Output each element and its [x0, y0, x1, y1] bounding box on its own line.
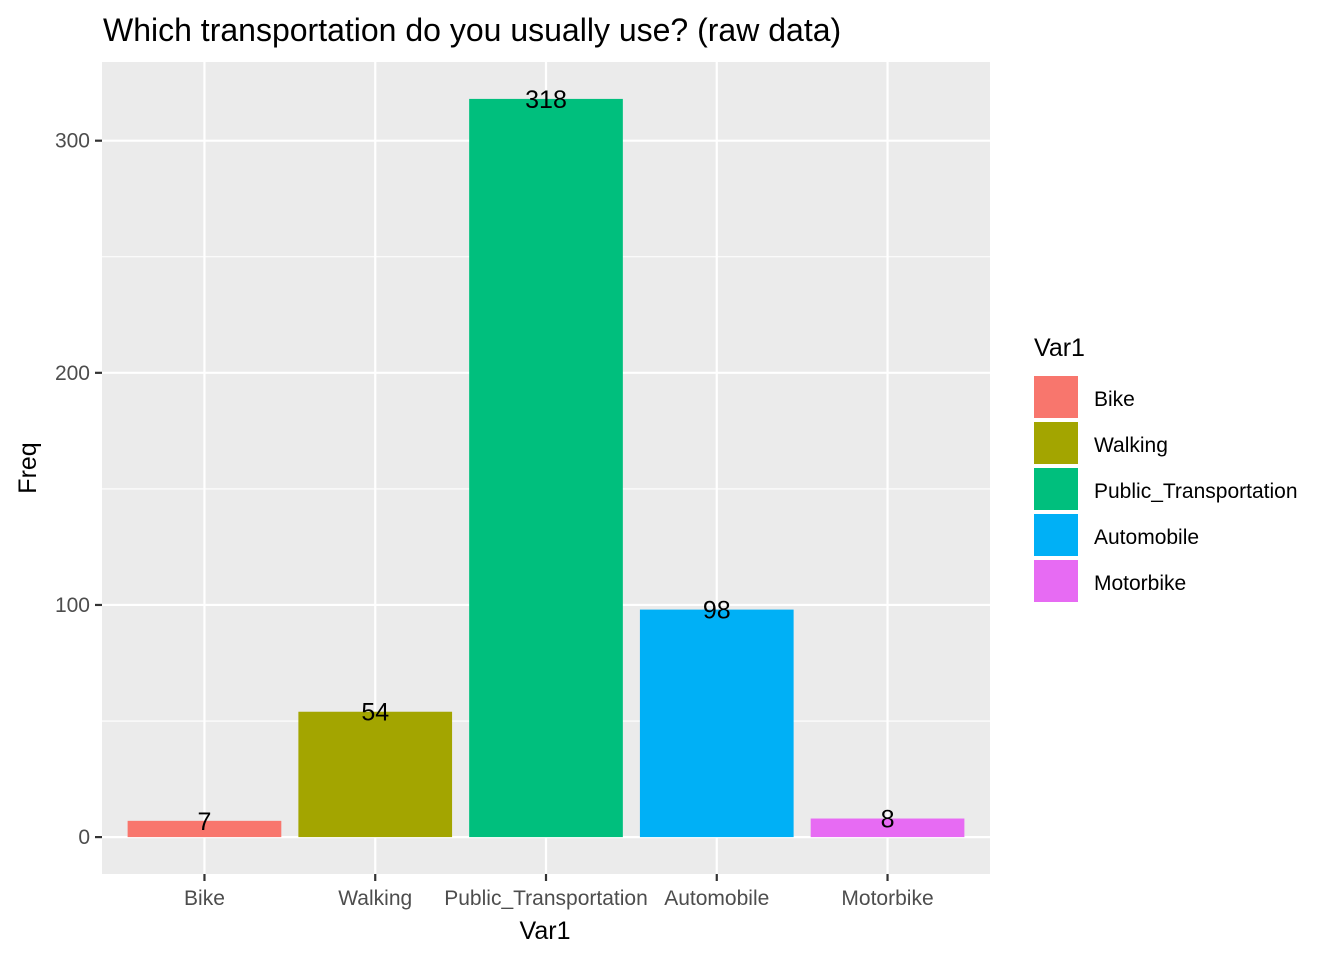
data-label: 318: [525, 86, 567, 114]
bars: [127, 98, 965, 838]
y-axis-title: Freq: [14, 442, 42, 493]
legend-label: Automobile: [1094, 526, 1199, 549]
legend-key: [1034, 422, 1078, 464]
legend-label: Motorbike: [1094, 572, 1186, 595]
y-tick-label: 100: [55, 594, 90, 617]
data-label: 54: [361, 699, 389, 727]
legend-key: [1034, 376, 1078, 418]
x-axis-title: Var1: [520, 917, 571, 945]
data-labels: 7 54 318 98 8: [198, 86, 895, 836]
legend: Var1 Bike Walking Public_Transportation Aut…: [1034, 334, 1298, 602]
x-tick-label: Motorbike: [841, 887, 933, 910]
legend-label: Walking: [1094, 434, 1168, 457]
bar-walking: [298, 711, 453, 838]
y-axis: 0 100 200 300: [55, 130, 102, 849]
bar-public-transportation: [469, 98, 623, 838]
legend-title: Var1: [1034, 334, 1085, 362]
x-tick-label: Bike: [184, 887, 225, 910]
x-axis: Bike Walking Public_Transportation Automobi…: [184, 874, 934, 910]
bar-motorbike: [810, 818, 965, 838]
legend-label: Bike: [1094, 388, 1135, 411]
data-label: 7: [198, 808, 212, 836]
x-tick-label: Public_Transportation: [444, 887, 648, 910]
legend-key: [1034, 514, 1078, 556]
bar-bike: [127, 820, 282, 838]
data-label: 8: [881, 806, 895, 834]
legend-key: [1034, 468, 1078, 510]
bar-automobile: [639, 609, 794, 838]
y-tick-label: 0: [78, 826, 90, 849]
chart-title: Which transportation do you usually use?…: [103, 12, 841, 48]
x-tick-label: Walking: [338, 887, 412, 910]
y-tick-label: 200: [55, 362, 90, 385]
y-tick-label: 300: [55, 130, 90, 153]
data-label: 98: [703, 597, 731, 625]
legend-key: [1034, 560, 1078, 602]
x-tick-label: Automobile: [664, 887, 769, 910]
legend-label: Public_Transportation: [1094, 480, 1298, 503]
